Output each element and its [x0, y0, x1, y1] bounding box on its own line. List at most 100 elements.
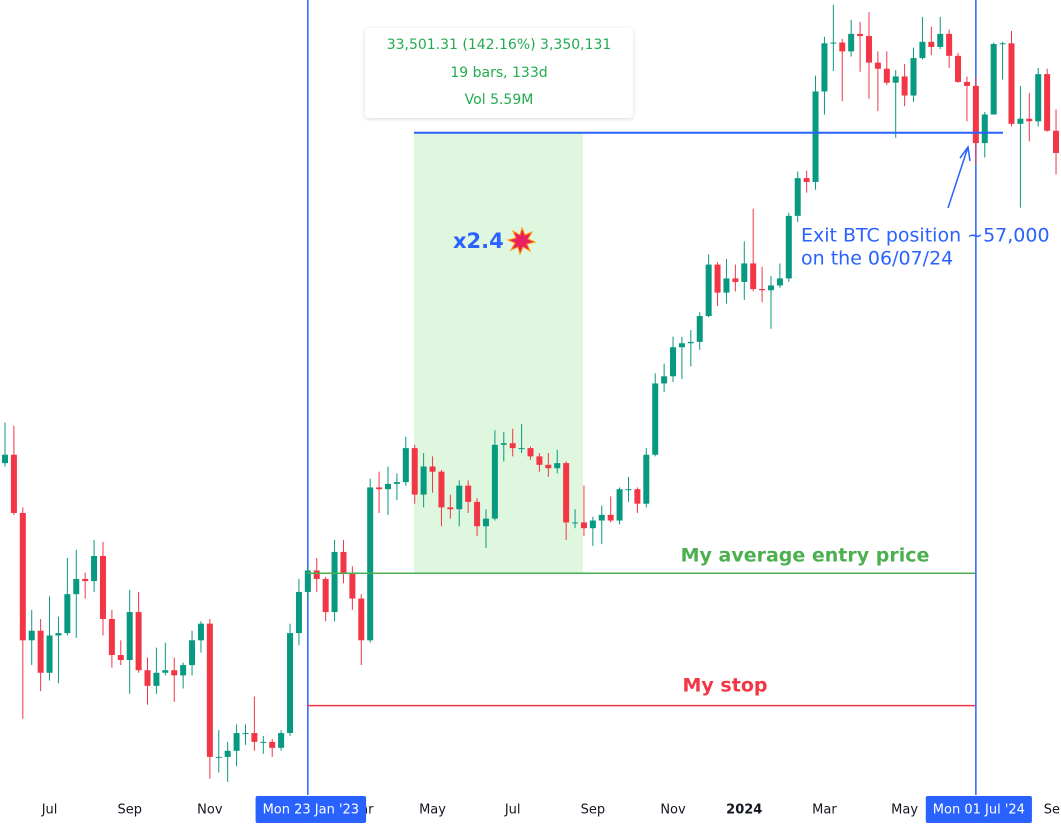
marker-label-box — [255, 796, 367, 823]
candle-body — [937, 33, 944, 47]
multiplier: x2.4 — [453, 229, 504, 253]
candle-body — [260, 741, 267, 743]
candle-body — [821, 43, 828, 92]
candle-body — [91, 555, 98, 582]
candle-body — [402, 448, 409, 483]
candle-body — [865, 36, 872, 63]
candle-body — [999, 43, 1006, 45]
candle-body — [429, 466, 436, 472]
candle-body — [126, 612, 133, 661]
candle-body — [491, 444, 498, 519]
candle-body — [670, 347, 677, 377]
candle-body — [73, 578, 80, 595]
candle-body — [794, 178, 801, 216]
candle-body — [376, 487, 383, 490]
candle-body — [197, 623, 204, 641]
candle-body — [741, 263, 748, 282]
candle-body — [919, 41, 926, 59]
candle-body — [830, 42, 837, 44]
candle-body — [634, 489, 641, 504]
candle-body — [385, 483, 392, 490]
candle-body — [928, 41, 935, 47]
candle-body — [180, 665, 187, 676]
candle-body — [589, 520, 596, 529]
candle-body — [981, 114, 988, 144]
candle-body — [500, 443, 507, 445]
candle-body — [215, 756, 222, 758]
candle-body — [28, 630, 35, 641]
candle-body — [322, 578, 329, 613]
candle-body — [474, 501, 481, 527]
candle-body — [313, 570, 320, 579]
candle-body — [1008, 43, 1015, 124]
candle-body — [1026, 118, 1033, 122]
candle-body — [572, 522, 579, 524]
candle-body — [661, 376, 668, 384]
candle-body — [687, 341, 694, 344]
exit-note: Exit BTC position ~57,000 — [801, 225, 1050, 247]
x-tick-label: Sep — [581, 803, 606, 818]
x-tick-label: 2024 — [726, 803, 762, 818]
candle-body — [616, 489, 623, 521]
candle-body — [785, 215, 792, 279]
candle-body — [224, 750, 231, 757]
candle-body — [607, 514, 614, 521]
arrow — [947, 146, 969, 209]
candle-body — [99, 555, 106, 619]
x-tick-label: Jul — [504, 803, 521, 818]
candle-body — [554, 463, 561, 469]
measure-text: 19 bars, 133d — [450, 65, 547, 81]
candle-body — [678, 343, 685, 348]
burst-icon — [506, 226, 537, 256]
x-tick-label: May — [419, 803, 446, 818]
candles — [2, 4, 1060, 782]
candle-body — [732, 278, 739, 282]
candle-body — [117, 655, 124, 661]
candle-body — [874, 62, 881, 69]
exit-note: on the 06/07/24 — [801, 248, 953, 270]
candle-body — [367, 487, 374, 641]
candle-body — [233, 733, 240, 751]
candle-body — [803, 178, 810, 182]
candle-body — [955, 55, 962, 82]
candle-body — [598, 514, 605, 521]
candle-body — [162, 670, 169, 673]
candle-body — [536, 456, 543, 465]
x-tick-label: Sep — [1044, 803, 1061, 818]
candle-body — [848, 33, 855, 52]
candle-body — [857, 33, 864, 37]
candle-body — [910, 58, 917, 96]
candle-body — [625, 489, 632, 491]
candle-body — [901, 76, 908, 96]
candle-body — [892, 76, 899, 83]
candle-body — [714, 264, 721, 293]
candle-body — [251, 733, 258, 742]
axis-background — [0, 795, 1061, 825]
candle-body — [304, 570, 311, 592]
measure-text: Vol 5.59M — [465, 92, 534, 108]
candle-body — [759, 289, 766, 291]
candle-body — [839, 42, 846, 52]
candle-body — [2, 454, 8, 464]
marker-label: Mon 23 Jan '23 — [263, 803, 360, 818]
candle-body — [963, 81, 970, 86]
candle-body — [420, 466, 427, 495]
x-tick-label: Jul — [41, 803, 58, 818]
candle-body — [287, 633, 294, 734]
candle-body — [972, 85, 979, 144]
candle-body — [509, 443, 516, 449]
candle-body — [153, 672, 160, 686]
candle-body — [278, 733, 285, 748]
candle-body — [946, 33, 953, 56]
candle-body — [295, 591, 302, 634]
candle-body — [135, 612, 142, 671]
measure-box — [365, 28, 633, 118]
candle-body — [580, 522, 587, 529]
x-tick-label: Mar — [812, 803, 837, 818]
x-tick-label: May — [891, 803, 918, 818]
candle-body — [349, 572, 356, 599]
candle-body — [545, 464, 552, 469]
marker-label: Mon 01 Jul '24 — [933, 803, 1025, 818]
candle-body — [55, 633, 62, 636]
x-tick-label: Nov — [660, 803, 686, 818]
